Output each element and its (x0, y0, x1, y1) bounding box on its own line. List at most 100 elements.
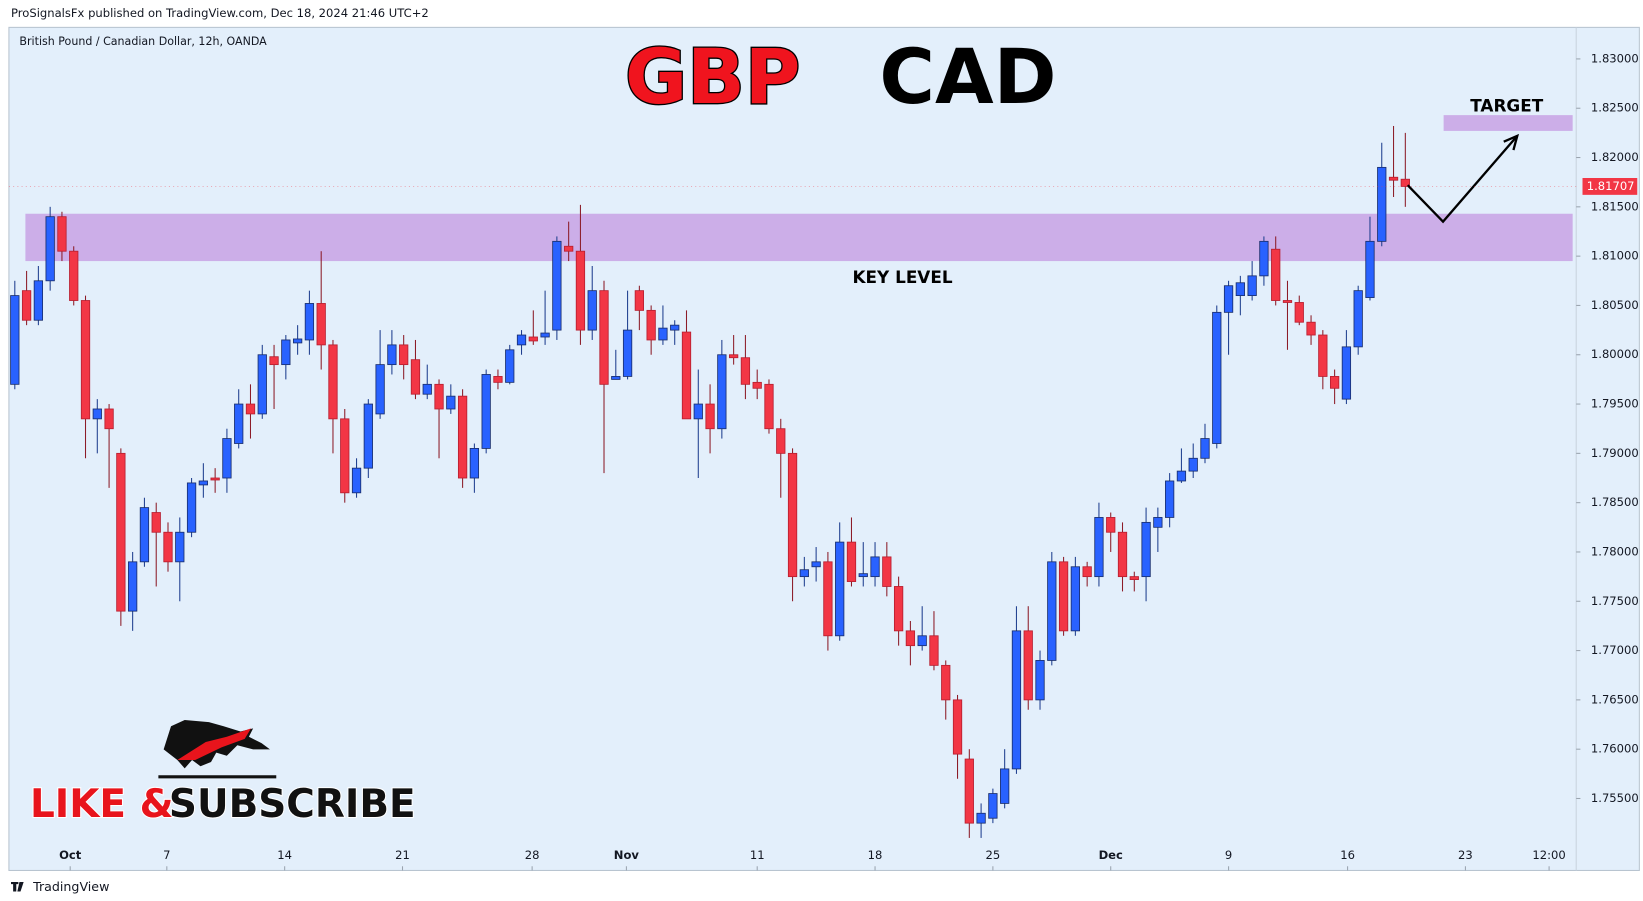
x-tick-label: 7 (163, 848, 170, 862)
candle-body (1129, 576, 1139, 580)
candle-body (552, 240, 562, 331)
candle-body (540, 332, 550, 338)
candle-body (257, 354, 267, 415)
candle-body (269, 356, 279, 366)
candle-body (988, 793, 998, 819)
promo-like: LIKE & (30, 782, 174, 827)
candle-body (764, 383, 774, 430)
candle-body (929, 635, 939, 666)
candle-body (446, 395, 456, 410)
candle-body (410, 359, 421, 395)
candle-body (658, 327, 668, 341)
candle-body (893, 586, 904, 632)
candle-body (634, 290, 644, 311)
candle-body (10, 295, 20, 385)
y-tick-label: 1.82000 (1591, 150, 1639, 164)
projection-arrowhead (1503, 133, 1520, 151)
candle-body (245, 403, 256, 415)
candle-body (292, 338, 303, 344)
candle-body (1023, 630, 1033, 701)
candle-body (316, 303, 326, 346)
candle-body (799, 569, 809, 578)
x-tick-label: 28 (525, 848, 540, 862)
candle-body (599, 290, 609, 385)
candle-body (1047, 561, 1057, 661)
x-tick-label: 14 (277, 848, 292, 862)
candle-body (1353, 290, 1363, 348)
y-tick-label: 1.80000 (1591, 347, 1639, 361)
candle-body (1117, 531, 1128, 578)
candle-body (811, 561, 821, 568)
candle-body (693, 403, 703, 420)
candle-body (681, 331, 692, 420)
candle-body (1400, 178, 1410, 187)
x-tick-label: 23 (1458, 848, 1473, 862)
title-part-cad: CAD (879, 33, 1056, 121)
candle-body (528, 336, 538, 342)
candle-body (422, 383, 432, 395)
candle-body (1223, 285, 1234, 313)
y-tick-label: 1.76500 (1591, 692, 1639, 706)
y-tick-label: 1.81500 (1591, 199, 1639, 213)
candle-body (505, 349, 515, 383)
candle-body (1106, 517, 1116, 533)
candle-body (622, 329, 633, 377)
candle-body (186, 482, 197, 533)
bull-logo (158, 719, 277, 779)
candle-body (717, 354, 727, 430)
x-tick-label: Oct (59, 848, 82, 862)
x-tick-label: 12:00 (1532, 848, 1565, 862)
candle-body (234, 403, 244, 444)
candle-body (399, 344, 409, 366)
last-price-label: 1.81707 (1587, 179, 1635, 193)
tradingview-logo (11, 882, 24, 892)
x-tick-label: 11 (750, 848, 765, 862)
y-tick-label: 1.76000 (1591, 742, 1639, 756)
candle-body (1306, 321, 1316, 336)
zone-label: TARGET (1470, 95, 1543, 115)
candle-body (33, 280, 44, 321)
candle-body (846, 541, 857, 582)
candle-body (434, 383, 444, 410)
candles (10, 125, 1410, 838)
candle-body (976, 812, 986, 824)
candle-body (457, 395, 468, 479)
candle-body (304, 303, 315, 341)
candle-body (469, 448, 480, 479)
y-tick-label: 1.83000 (1591, 51, 1639, 65)
candle-body (375, 364, 385, 415)
candle-body (21, 290, 32, 321)
candle-body (340, 418, 350, 494)
candle-body (481, 374, 491, 449)
candle-body (1153, 517, 1163, 528)
candle-body (104, 408, 114, 430)
candle-body (1282, 300, 1293, 303)
candle-body (1365, 240, 1375, 298)
brand-label: TradingView (32, 879, 109, 894)
candle-body (1070, 566, 1081, 632)
candle-body (493, 376, 503, 383)
x-tick-label: 25 (986, 848, 1001, 862)
x-tick-label: Dec (1099, 848, 1123, 862)
candle-body (198, 480, 208, 486)
candle-body (564, 245, 574, 252)
candle-body (917, 635, 927, 647)
candle-body (222, 438, 232, 479)
candle-body (670, 324, 680, 331)
candle-body (45, 216, 55, 282)
projection-path (1406, 135, 1519, 224)
candle-body (835, 541, 845, 637)
candle-body (92, 408, 102, 420)
candle-body (941, 664, 951, 701)
candle-body (740, 357, 751, 385)
y-tick-label: 1.77500 (1591, 594, 1639, 608)
candle-body (151, 512, 161, 533)
y-tick-label: 1.79500 (1591, 397, 1639, 411)
candle-body (387, 344, 397, 366)
candle-body (823, 561, 833, 637)
candle-body (210, 477, 220, 481)
candle-body (1094, 517, 1104, 578)
y-tick-label: 1.75500 (1591, 791, 1639, 805)
x-tick-label: 21 (395, 848, 410, 862)
candle-body (163, 531, 173, 563)
